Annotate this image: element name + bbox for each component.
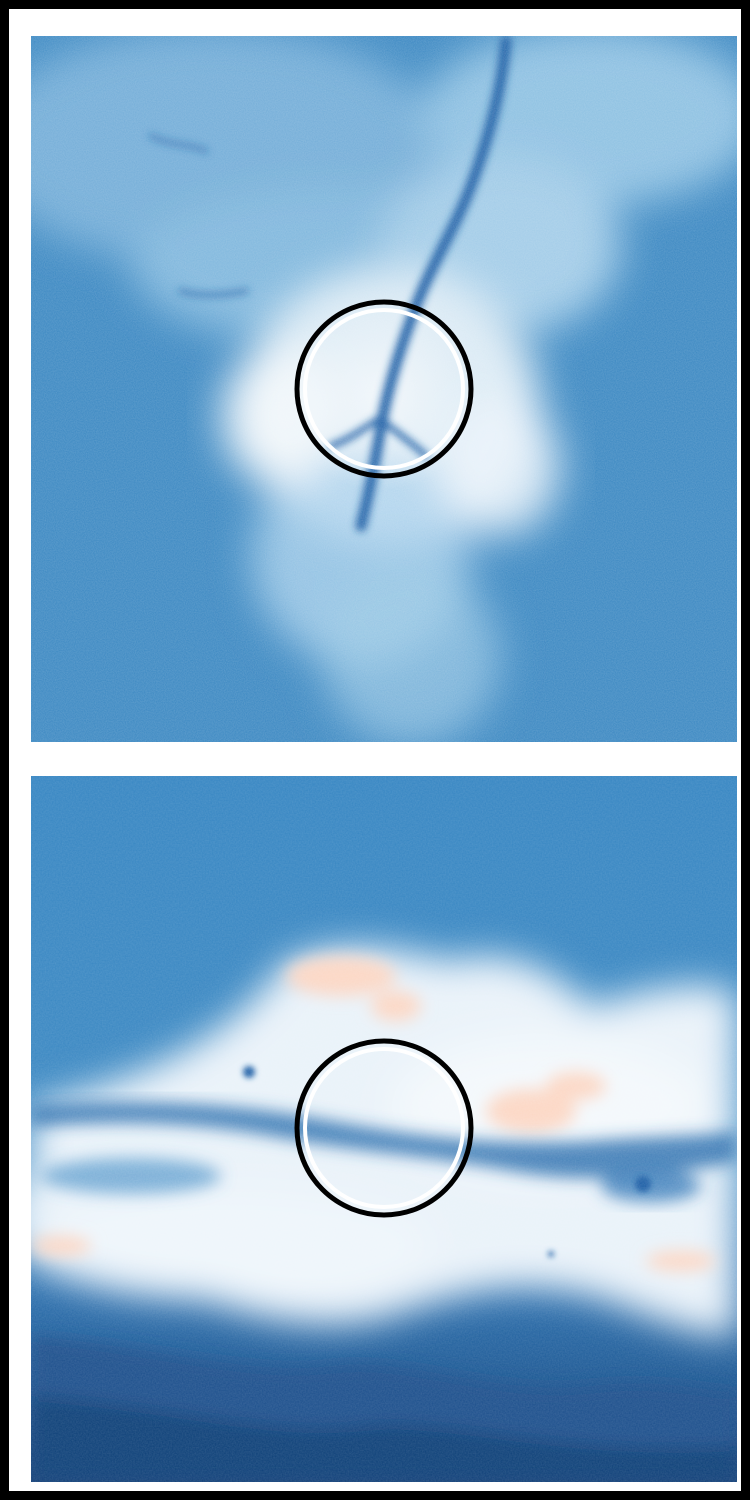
bottom-target-circle-outer xyxy=(294,1038,474,1218)
top-target-circle-outer xyxy=(294,299,474,479)
bottom-panel-image xyxy=(31,776,737,1482)
bottom-target-circle-inner xyxy=(303,1047,465,1209)
top-panel-image xyxy=(31,36,737,742)
top-target-circle-inner xyxy=(303,308,465,470)
